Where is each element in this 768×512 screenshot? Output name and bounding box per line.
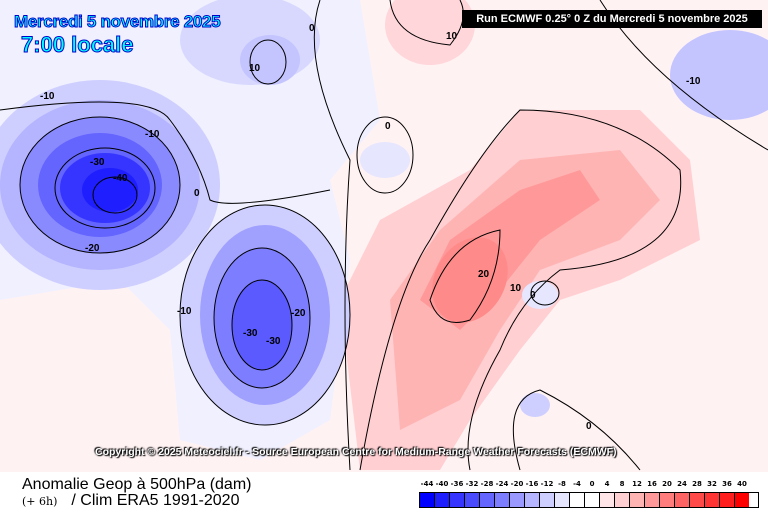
legend-label: -20 (510, 480, 524, 488)
contour-label: 0 (385, 121, 391, 132)
contour-label: -20 (85, 243, 100, 254)
legend-label: 28 (692, 480, 702, 488)
legend-label: 40 (737, 480, 747, 488)
map-title: Anomalie Geop à 500hPa (dam) (22, 476, 252, 493)
contour-label: -30 (266, 336, 281, 347)
forecast-step: (+ 6h) (22, 495, 58, 508)
legend-swatch (570, 493, 585, 507)
legend-label: -32 (465, 480, 479, 488)
legend-swatch (495, 493, 510, 507)
legend-color-bar (419, 492, 759, 508)
legend-swatch (705, 493, 720, 507)
contour-label: 10 (446, 31, 458, 42)
contour-label: -30 (90, 157, 105, 168)
legend-label: -12 (540, 480, 554, 488)
contour-label: -30 (243, 328, 258, 339)
legend-swatch (720, 493, 735, 507)
legend-label: 12 (632, 480, 642, 488)
legend-label: 0 (589, 480, 595, 488)
legend-label: -16 (525, 480, 539, 488)
contour-label: 0 (586, 421, 592, 432)
geopotential-anomaly-map: -10 -10 -30 -40 -20 0 10 0 10 -10 0 -10 … (0, 0, 768, 472)
legend-label: 16 (647, 480, 657, 488)
legend-swatch (480, 493, 495, 507)
contour-labels: -10 -10 -30 -40 -20 0 10 0 10 -10 0 -10 … (40, 23, 701, 432)
map-subtitle: (+ 6h) / Clim ERA5 1991-2020 (22, 492, 239, 510)
legend-swatch (465, 493, 480, 507)
color-legend: -44 -40 -36 -32 -28 -24 -20 -16 -12 -8 -4 0 4 8 12 16 20… (419, 480, 759, 508)
legend-swatch (675, 493, 690, 507)
contour-label: -10 (40, 91, 55, 102)
contour-label: -10 (145, 129, 160, 140)
contour-label: -20 (291, 308, 306, 319)
contour-label: 10 (510, 283, 522, 294)
run-banner: Run ECMWF 0.25° 0 Z du Mercredi 5 novemb… (462, 10, 762, 28)
forecast-time: 7:00 locale (21, 32, 135, 58)
legend-label: -24 (495, 480, 509, 488)
forecast-date: Mercredi 5 novembre 2025 (13, 12, 221, 32)
legend-labels: -44 -40 -36 -32 -28 -24 -20 -16 -12 -8 -4 0 4 8 12 16 20… (419, 480, 759, 490)
legend-label: 36 (722, 480, 732, 488)
legend-swatch (615, 493, 630, 507)
legend-swatch (630, 493, 645, 507)
legend-swatch (645, 493, 660, 507)
legend-swatch (435, 493, 450, 507)
legend-swatch (585, 493, 600, 507)
legend-label: 4 (604, 480, 610, 488)
contour-label: 0 (530, 290, 536, 301)
legend-label: -4 (573, 480, 581, 488)
contour-label: 0 (194, 188, 200, 199)
legend-label: -40 (435, 480, 449, 488)
legend-swatch (735, 493, 749, 507)
legend-label: -28 (480, 480, 494, 488)
legend-label: -8 (558, 480, 566, 488)
contour-label: 20 (478, 269, 490, 280)
legend-swatch (420, 493, 435, 507)
legend-label: -36 (450, 480, 464, 488)
contour-label: -10 (177, 306, 192, 317)
legend-label: 24 (677, 480, 687, 488)
legend-label: 20 (662, 480, 672, 488)
legend-swatch (510, 493, 525, 507)
contour-label: 10 (249, 63, 261, 74)
contour-label: -40 (113, 173, 128, 184)
copyright-notice: Copyright © 2025 Meteociel.fr - Source E… (95, 446, 617, 458)
legend-swatch (450, 493, 465, 507)
contour-label: -10 (686, 76, 701, 87)
legend-swatch (540, 493, 555, 507)
legend-swatch (555, 493, 570, 507)
legend-swatch (660, 493, 675, 507)
legend-swatch (525, 493, 540, 507)
legend-swatch (690, 493, 705, 507)
climatology-label: / Clim ERA5 1991-2020 (71, 492, 240, 509)
legend-label: -44 (420, 480, 434, 488)
contour-label: 0 (309, 23, 315, 34)
legend-label: 8 (619, 480, 625, 488)
legend-label: 32 (707, 480, 717, 488)
legend-swatch (600, 493, 615, 507)
